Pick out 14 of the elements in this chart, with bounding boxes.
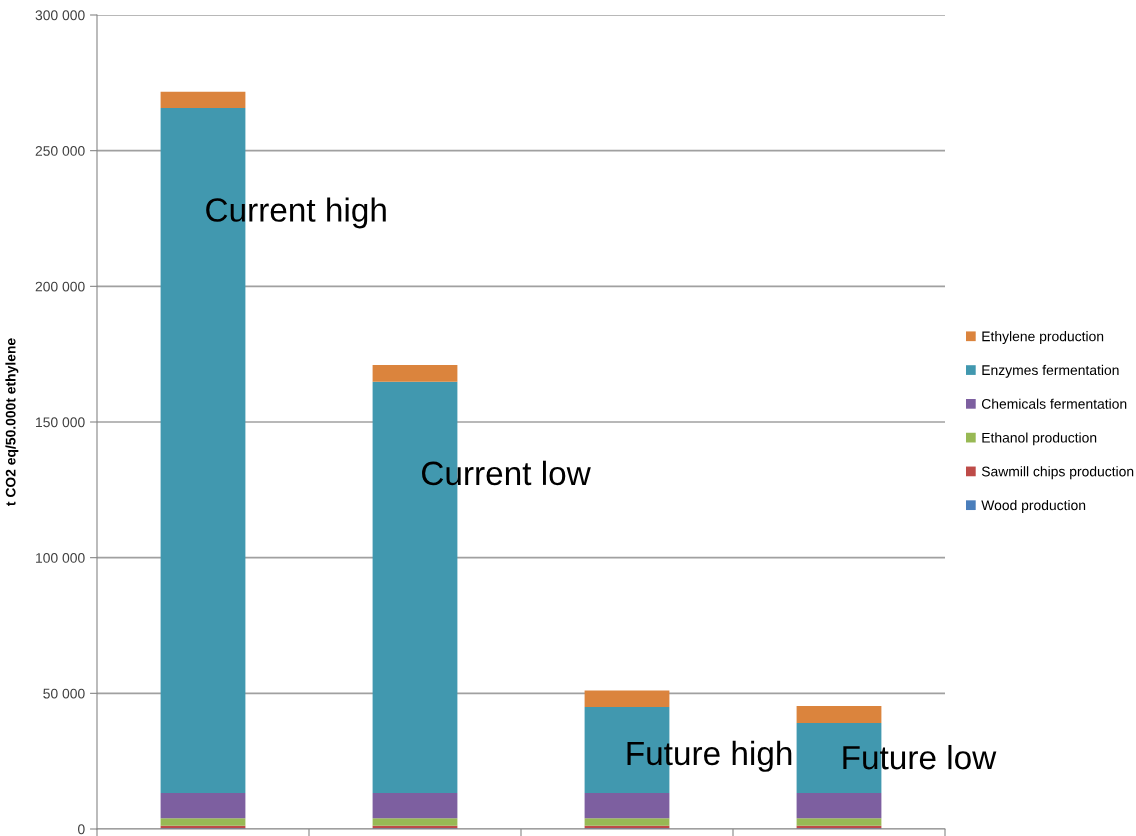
legend-label: Enzymes fermentation	[982, 364, 1119, 378]
legend-label: Chemicals fermentation	[981, 398, 1127, 409]
y-axis-title: t CO2 eq/50.000t ethylene	[5, 338, 19, 506]
y-tick-label: 50 000	[43, 688, 85, 699]
y-tick-label: 0	[78, 824, 85, 835]
legend-label: Ethylene production	[982, 331, 1104, 345]
y-tick-label: 100 000	[36, 553, 85, 563]
legend-label: Wood production	[981, 499, 1086, 513]
y-tick-label: 250 000	[35, 146, 85, 156]
y-tick-label: 200 000	[35, 281, 85, 292]
legend-label: Sawmill chips production	[981, 466, 1134, 480]
y-tick-label: 150 000	[36, 417, 85, 428]
y-tick-label: 300 000	[35, 10, 85, 21]
legend-label: Ethanol production	[982, 432, 1097, 446]
